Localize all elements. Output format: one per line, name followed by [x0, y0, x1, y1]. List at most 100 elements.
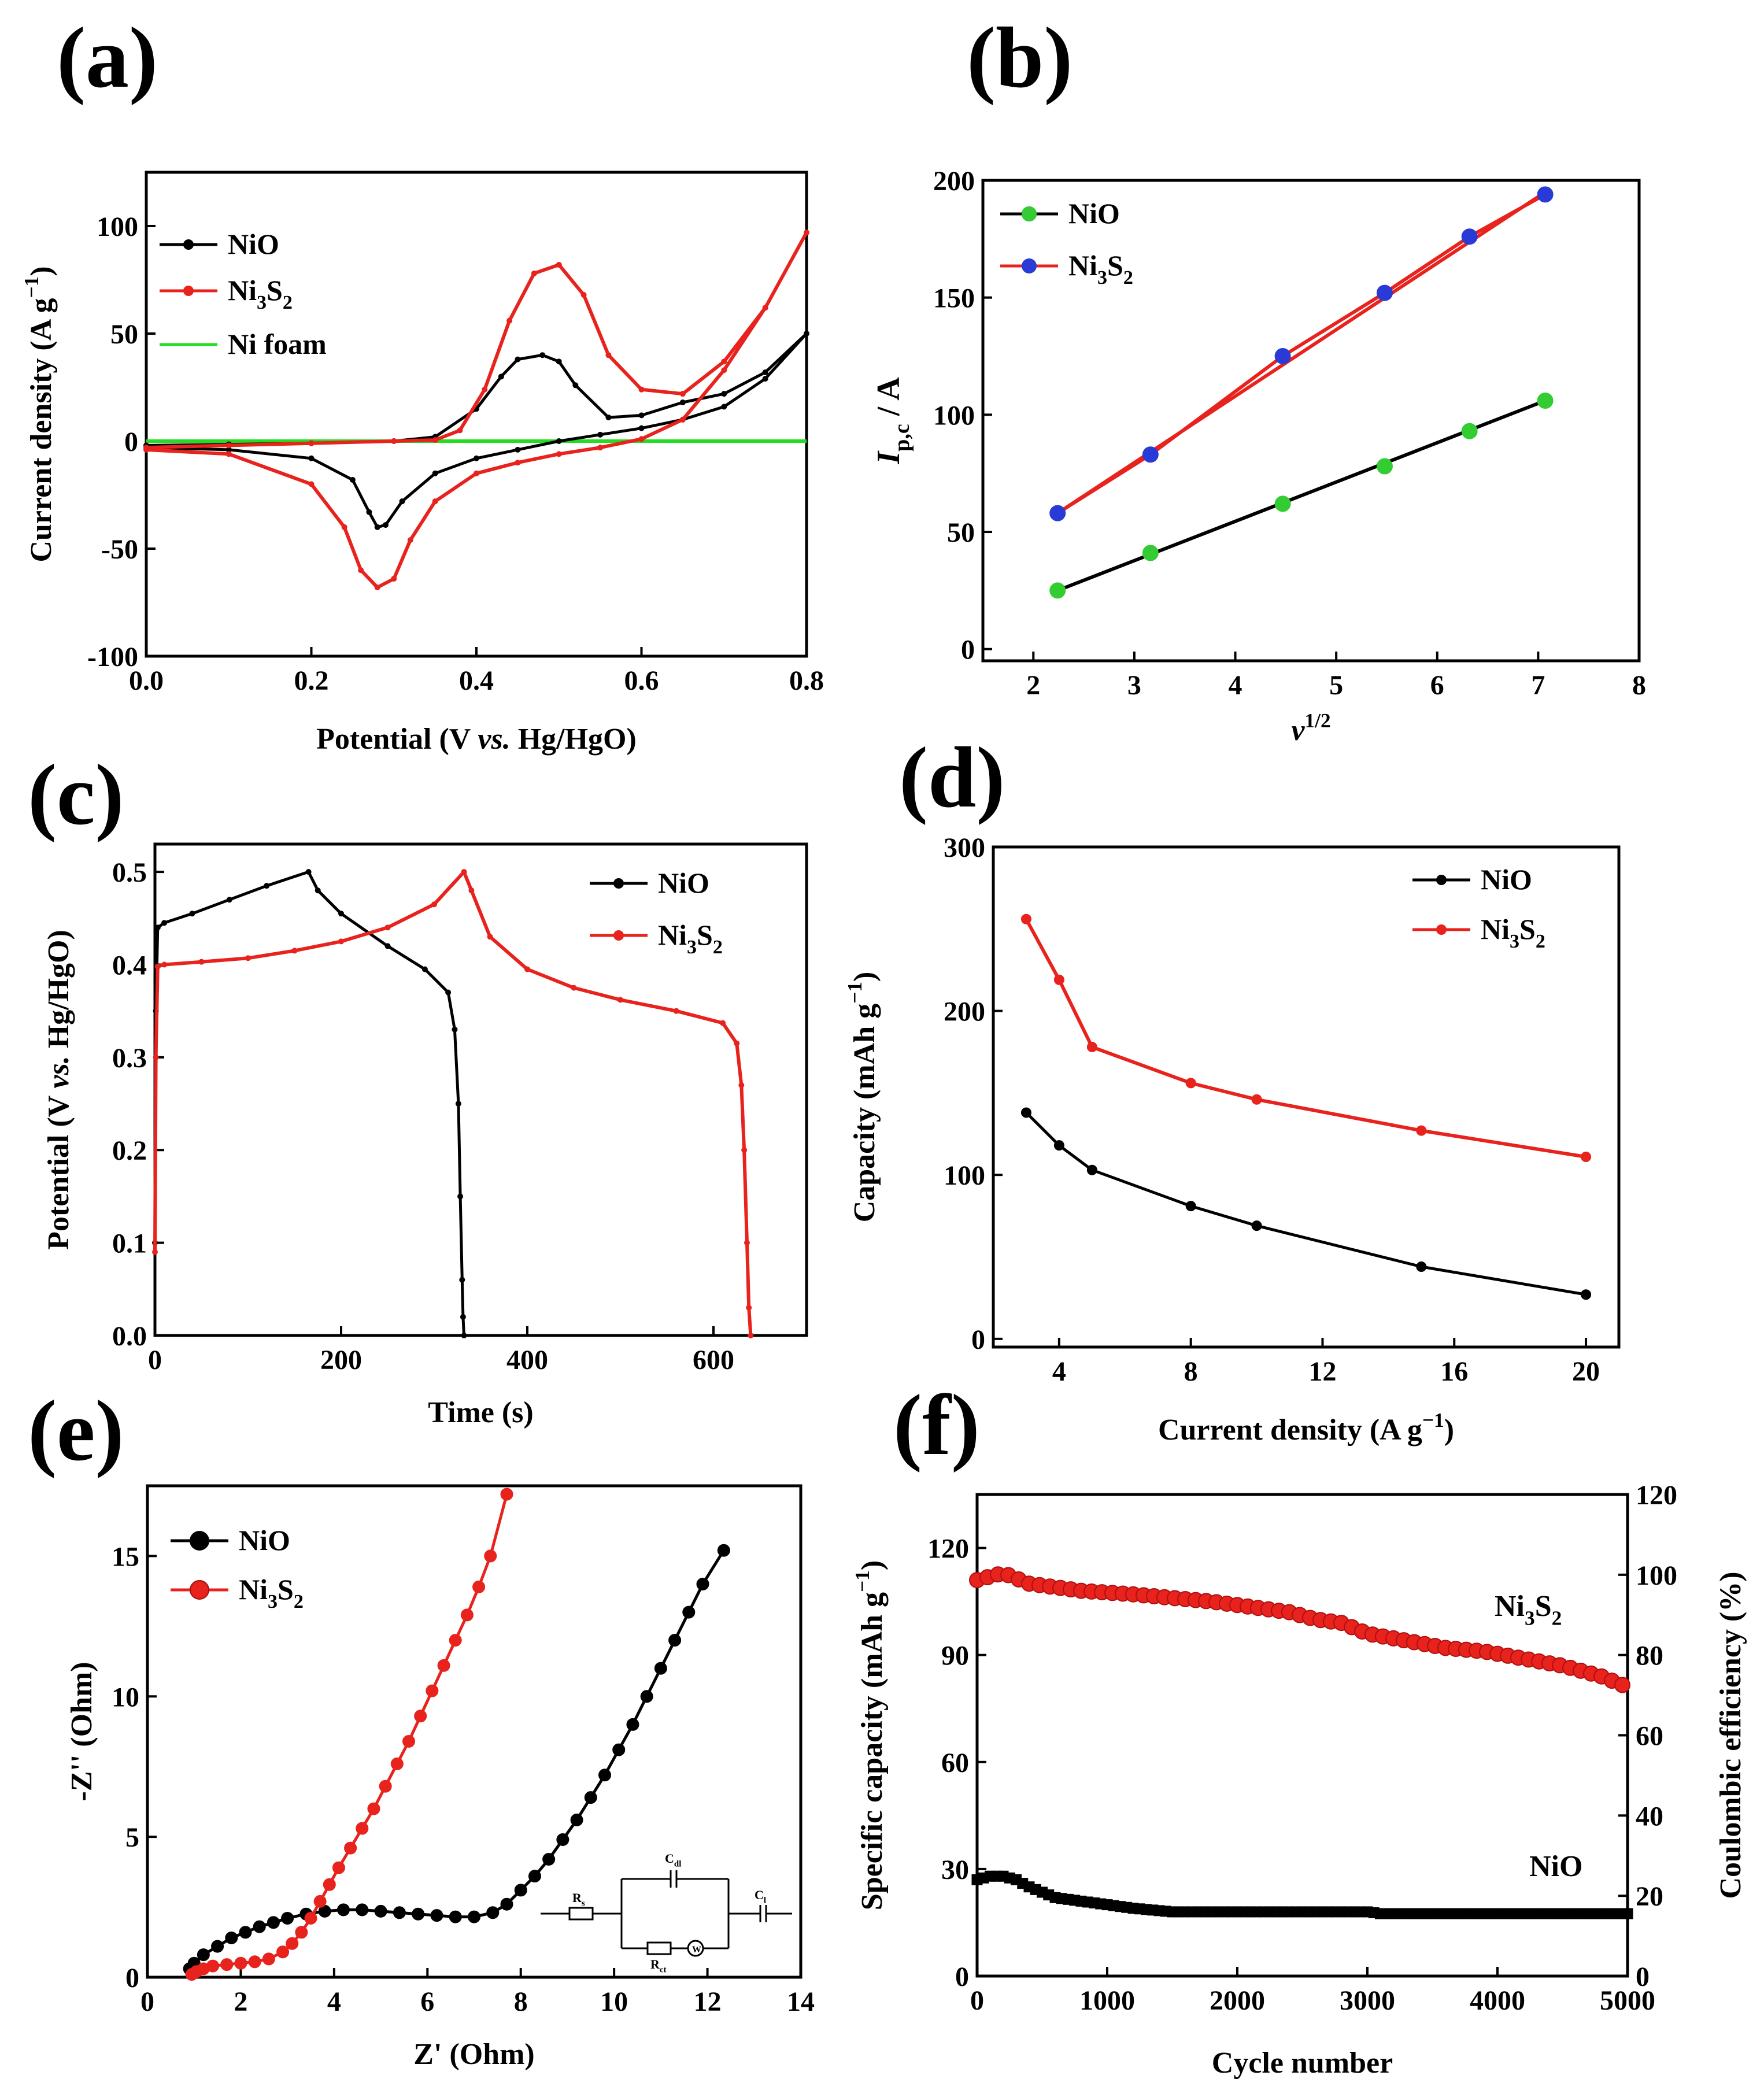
panel-b-xtick-label: 8	[1632, 670, 1646, 701]
nio-marker	[457, 1193, 464, 1200]
nio-point	[430, 1909, 443, 1922]
panel-c-label: (c)	[28, 747, 124, 843]
panel-a-ytick-label: 50	[110, 319, 138, 350]
ni3s2-marker	[461, 869, 467, 875]
panel-f-xtick-label: 5000	[1600, 1985, 1655, 2016]
nio-point	[449, 1910, 462, 1923]
panel-b-legend-marker-1	[1022, 258, 1037, 273]
nio-marker	[421, 966, 428, 972]
ni3s2-point	[460, 1608, 474, 1622]
panel-f-ytick-right-label: 0	[1636, 1962, 1650, 1992]
panel-e-plot-frame	[146, 1484, 803, 1979]
panel-e-xtick-label: 14	[787, 1986, 815, 2017]
panel-e-legend-label-1: Ni3S2	[239, 1573, 304, 1612]
nio-series	[146, 332, 808, 529]
ni3s2-point	[379, 1779, 392, 1793]
nio-point	[356, 1903, 369, 1917]
ni3s2-marker	[341, 524, 347, 530]
panel-c-ytick-label: 0.1	[112, 1229, 147, 1259]
nio-point	[211, 1940, 224, 1953]
circuit-resistor-rct	[646, 1941, 672, 1955]
nio-point	[1416, 1261, 1427, 1272]
panel-e: (e) 0 2 4 6 8 10 12 14 0 5 10 15 Z' (Ohm) -Z'' (Ohm) Ni…	[28, 1383, 815, 2071]
panel-d-ytick-label: 200	[944, 997, 985, 1027]
panel-c-xtick-label: 400	[506, 1345, 548, 1375]
circuit-label-rct: Rct	[650, 1957, 667, 1975]
panel-d-xtick-label: 20	[1572, 1356, 1600, 1387]
nio-point	[1376, 458, 1393, 475]
panel-e-xtick-label: 12	[694, 1986, 722, 2017]
panel-b-plot-frame	[981, 179, 1641, 663]
nio-marker	[762, 376, 768, 382]
ni3s2-point	[356, 1822, 369, 1835]
panel-b-xtick-label: 6	[1430, 670, 1444, 701]
panel-b: (b) 2 3 4 5 6 7 8 0 50 100 150 200 v1/2 Ip,c / A NiO Ni3…	[871, 10, 1646, 747]
ni3s2-marker	[605, 352, 612, 358]
ni3s2-marker	[153, 1054, 159, 1060]
panel-c-legend-marker-0	[613, 878, 624, 889]
panel-c-ytick-label: 0.3	[112, 1043, 147, 1074]
ni3s2-marker	[597, 445, 604, 451]
nio-point	[1581, 1289, 1592, 1300]
ni3s2-point	[472, 1580, 486, 1593]
ni3s2-marker	[308, 440, 315, 446]
nio-point	[1622, 1908, 1633, 1919]
panel-d-xtick-label: 8	[1184, 1356, 1198, 1387]
ni3s2-marker	[638, 386, 645, 393]
nio-marker	[459, 1277, 465, 1283]
ni3s2-point	[220, 1958, 234, 1971]
panel-b-xlabel: v1/2	[1291, 709, 1330, 747]
nio-point	[1020, 1107, 1031, 1118]
ni3s2-marker	[721, 367, 727, 373]
nio-point	[374, 1904, 387, 1918]
nio-marker	[305, 869, 312, 875]
nio-point	[1537, 393, 1554, 409]
ni3s2-point	[206, 1959, 219, 1973]
panel-d-xtick-label: 16	[1440, 1356, 1468, 1387]
nio-marker	[455, 1101, 461, 1107]
ni3s2-point	[295, 1926, 308, 1939]
nio-point	[1053, 1140, 1064, 1151]
panel-d-legend-label-1: Ni3S2	[1481, 913, 1545, 952]
nio-point	[514, 1884, 527, 1897]
nio-marker	[597, 431, 604, 438]
ni3s2-point	[1376, 284, 1393, 301]
nio-point	[696, 1578, 709, 1590]
ni3s2-marker	[432, 498, 438, 505]
ni3s2-marker	[506, 317, 513, 324]
nio-point	[584, 1791, 597, 1804]
panel-a-legend-label-1: Ni3S2	[228, 274, 293, 313]
nio-point	[1049, 582, 1066, 599]
panel-d-plot-frame	[992, 845, 1621, 1349]
ni3s2-point	[1020, 913, 1031, 924]
nio-marker	[638, 412, 645, 419]
nio-point	[468, 1910, 480, 1923]
ni3s2-point	[1142, 446, 1159, 463]
ni3s2-marker	[384, 924, 391, 931]
ni3s2-marker	[524, 966, 530, 972]
panel-b-legend-label-1: Ni3S2	[1068, 249, 1133, 288]
panel-f-xtick-label: 2000	[1210, 1985, 1265, 2016]
panel-e-xtick-label: 4	[327, 1986, 341, 2017]
panel-f-ytick-right-label: 100	[1636, 1560, 1677, 1591]
ni3s2-point	[402, 1735, 415, 1748]
ni3s2-marker	[358, 567, 364, 574]
ni3s2-point	[262, 1952, 275, 1966]
ni3s2-marker	[748, 1333, 754, 1338]
panel-f: (f)0 1000 2000 3000 4000 50000306090120020406…	[850, 1377, 1747, 2080]
panel-f-ytick-right-label: 80	[1636, 1641, 1663, 1671]
panel-c-ytick-label: 0.0	[112, 1321, 147, 1352]
ni3s2-marker	[744, 1240, 750, 1246]
panel-c-legend-label-1: Ni3S2	[658, 919, 723, 958]
ni3s2-series	[146, 231, 808, 589]
nio-marker	[384, 943, 391, 949]
circuit-label-cl: Cl	[755, 1888, 766, 1906]
panel-e-ytick-label: 10	[112, 1682, 139, 1712]
panel-e-legend-marker-0	[190, 1531, 209, 1551]
nio-marker	[605, 415, 612, 421]
panel-b-ytick-label: 50	[947, 517, 975, 548]
panel-b-legend-marker-0b	[1022, 206, 1037, 221]
nio-point	[668, 1634, 682, 1647]
nio-marker	[474, 455, 479, 461]
